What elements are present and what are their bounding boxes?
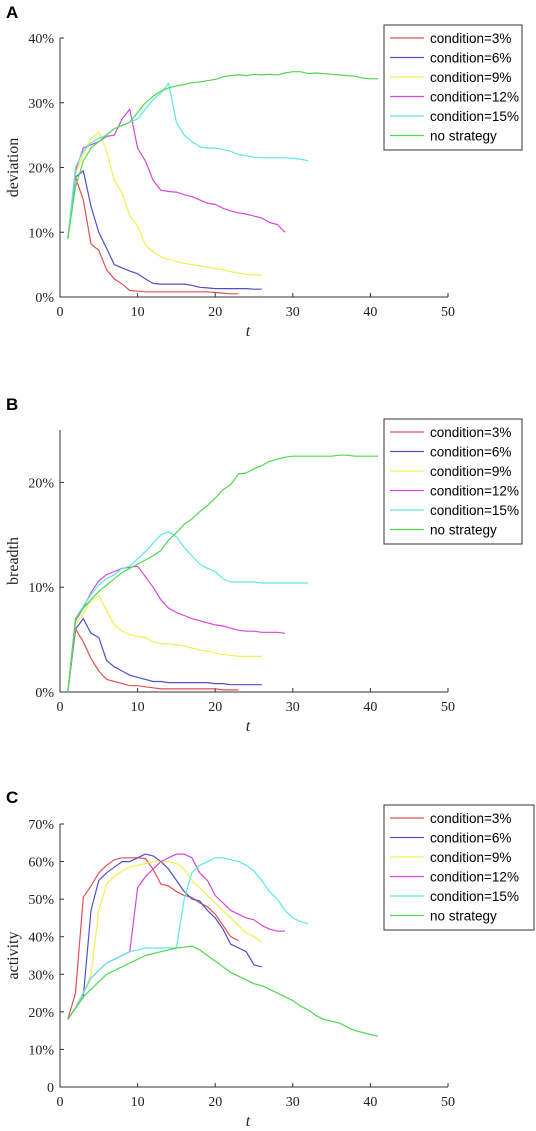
y-tick-label: 40% bbox=[28, 931, 54, 946]
x-tick-label: 0 bbox=[57, 1095, 64, 1110]
legend-entry: condition=15% bbox=[430, 109, 519, 124]
x-tick-label: 20 bbox=[208, 305, 222, 320]
series-line-3 bbox=[67, 860, 263, 1020]
y-tick-label: 0% bbox=[35, 291, 54, 306]
y-tick-label: 70% bbox=[28, 818, 54, 833]
x-tick-label: 0 bbox=[57, 305, 64, 320]
series-line-2 bbox=[67, 853, 262, 1020]
x-tick-label: 20 bbox=[208, 700, 222, 715]
x-axis-label: t bbox=[246, 323, 251, 340]
legend-entry: condition=3% bbox=[430, 811, 511, 826]
y-tick-label: 10% bbox=[28, 226, 54, 241]
legend-entry: condition=12% bbox=[430, 870, 519, 885]
legend-box bbox=[383, 24, 523, 151]
series-line-5 bbox=[67, 82, 309, 239]
legend-entry: no strategy bbox=[430, 909, 497, 924]
legend-entry: condition=9% bbox=[430, 464, 511, 479]
x-tick-label: 30 bbox=[286, 1095, 300, 1110]
series-line-5 bbox=[67, 857, 309, 1020]
x-tick-label: 50 bbox=[441, 1095, 455, 1110]
legend-box bbox=[383, 804, 535, 931]
y-tick-label: 30% bbox=[28, 968, 54, 983]
y-tick-label: 10% bbox=[28, 1043, 54, 1058]
series-line-6 bbox=[67, 945, 379, 1037]
x-axis-label: t bbox=[246, 1113, 251, 1130]
panel-letter: C bbox=[6, 788, 18, 807]
x-tick-label: 10 bbox=[131, 700, 145, 715]
series-line-6 bbox=[67, 71, 379, 239]
x-tick-label: 20 bbox=[208, 1095, 222, 1110]
legend-entry: condition=9% bbox=[430, 850, 511, 865]
y-tick-label: 50% bbox=[28, 893, 54, 908]
legend-entry: condition=9% bbox=[430, 70, 511, 85]
panel-a-chart: A 0% 10% 20% 30% 40% 0 10 20 30 40 50 t deviation cond… bbox=[5, 3, 523, 340]
series-line-4 bbox=[67, 108, 286, 239]
legend-entry: condition=3% bbox=[430, 425, 511, 440]
series-line-2 bbox=[67, 617, 262, 693]
x-tick-label: 0 bbox=[57, 700, 64, 715]
legend-entry: condition=15% bbox=[430, 503, 519, 518]
panel-c-chart: C 0 10% 20% 30% 40% 50% 60% 70% 0 10 20 30 40 50 t activ… bbox=[5, 788, 535, 1130]
legend-entry: condition=6% bbox=[430, 831, 511, 846]
x-tick-label: 40 bbox=[363, 305, 377, 320]
y-tick-label: 40% bbox=[28, 32, 54, 47]
y-axis-label: deviation bbox=[5, 138, 22, 198]
x-tick-label: 40 bbox=[363, 1095, 377, 1110]
y-tick-label: 20% bbox=[28, 1006, 54, 1021]
y-tick-label: 20% bbox=[28, 476, 54, 491]
legend-entry: condition=12% bbox=[430, 484, 519, 499]
series-line-5 bbox=[67, 531, 309, 693]
series-line-3 bbox=[67, 131, 262, 276]
x-tick-label: 30 bbox=[286, 305, 300, 320]
legend-entry: no strategy bbox=[430, 523, 497, 538]
x-tick-label: 40 bbox=[363, 700, 377, 715]
series-line-4 bbox=[67, 565, 286, 693]
y-tick-label: 0% bbox=[35, 686, 54, 701]
legend-entry: condition=12% bbox=[430, 90, 519, 105]
series-line-1 bbox=[67, 857, 239, 1020]
x-tick-label: 10 bbox=[131, 1095, 145, 1110]
legend-entry: condition=6% bbox=[430, 445, 511, 460]
x-tick-label: 30 bbox=[286, 700, 300, 715]
legend-entry: condition=3% bbox=[430, 31, 511, 46]
x-axis-label: t bbox=[246, 718, 251, 735]
panel-letter: B bbox=[6, 395, 18, 414]
y-tick-label: 30% bbox=[28, 97, 54, 112]
legend-entry: condition=6% bbox=[430, 51, 511, 66]
series-line-1 bbox=[67, 628, 239, 693]
series-line-2 bbox=[67, 170, 262, 290]
x-tick-label: 10 bbox=[131, 305, 145, 320]
series-line-3 bbox=[67, 594, 262, 693]
y-tick-label: 10% bbox=[28, 581, 54, 596]
x-tick-label: 50 bbox=[441, 305, 455, 320]
y-tick-label: 20% bbox=[28, 162, 54, 177]
legend-box bbox=[383, 418, 523, 545]
series-line-6 bbox=[67, 454, 379, 693]
x-tick-label: 50 bbox=[441, 700, 455, 715]
panel-b-chart: B 0% 10% 20% 0 10 20 30 40 50 t breadth condition=3%… bbox=[5, 395, 523, 735]
y-tick-label: 60% bbox=[28, 856, 54, 871]
series-line-1 bbox=[67, 176, 239, 295]
legend-entry: condition=15% bbox=[430, 889, 519, 904]
legend-entry: no strategy bbox=[430, 129, 497, 144]
y-tick-label: 0 bbox=[47, 1081, 54, 1096]
panel-letter: A bbox=[6, 3, 18, 22]
y-axis-label: breadth bbox=[5, 537, 22, 585]
y-axis-label: activity bbox=[5, 932, 22, 980]
